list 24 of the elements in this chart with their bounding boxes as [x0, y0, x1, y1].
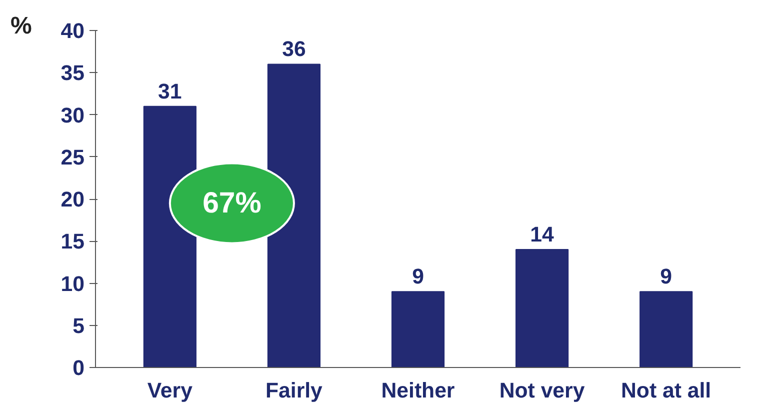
x-tick-label: Not at all — [621, 378, 712, 402]
y-axis-title: % — [10, 12, 32, 40]
y-tick-label: 25 — [60, 145, 85, 170]
y-tick-label: 30 — [60, 103, 85, 128]
bar — [391, 291, 445, 368]
bar — [640, 291, 693, 368]
data-label: 9 — [412, 264, 424, 289]
annotation: 67% — [202, 186, 262, 220]
y-tick-label: 40 — [60, 19, 85, 43]
x-tick-label: Fairly — [266, 378, 323, 402]
data-label: 31 — [158, 79, 182, 104]
y-tick-label: 35 — [60, 61, 85, 86]
data-label: 14 — [530, 222, 554, 247]
y-tick-label: 15 — [60, 230, 85, 254]
y-tick-label: 10 — [60, 272, 85, 296]
y-tick-label: 0 — [72, 356, 85, 380]
data-label: 36 — [282, 37, 306, 62]
bar — [515, 249, 569, 368]
x-tick-label: Neither — [381, 378, 455, 402]
data-label: 9 — [660, 264, 672, 289]
x-tick-label: Very — [147, 378, 193, 402]
x-tick-label: Not very — [499, 378, 585, 402]
y-tick-label: 5 — [72, 314, 85, 338]
y-tick-label: 20 — [60, 188, 85, 212]
